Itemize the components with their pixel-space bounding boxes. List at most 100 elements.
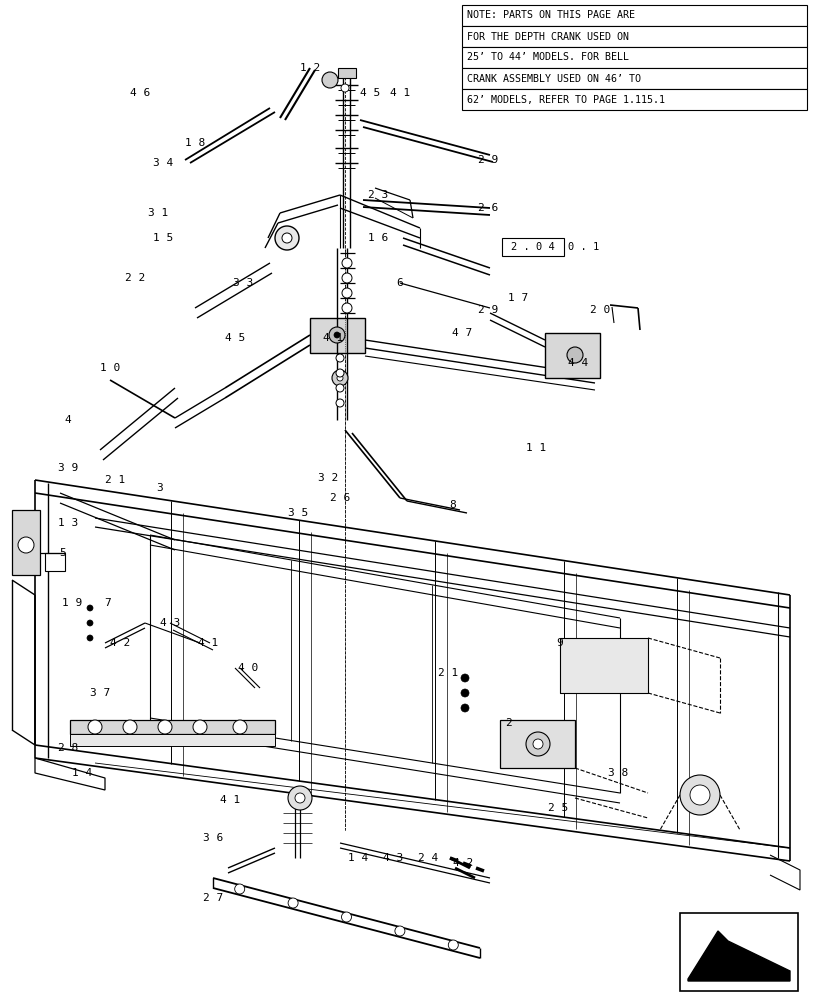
- Circle shape: [342, 258, 352, 268]
- Text: 4 5: 4 5: [225, 333, 245, 343]
- Text: 1 6: 1 6: [368, 233, 388, 243]
- Circle shape: [87, 620, 93, 626]
- Bar: [462, 89, 807, 110]
- Text: 1 5: 1 5: [153, 233, 173, 243]
- Bar: [310, 318, 365, 353]
- Text: 4 4: 4 4: [568, 358, 588, 368]
- Circle shape: [288, 898, 298, 908]
- Circle shape: [342, 303, 352, 313]
- Text: 1 4: 1 4: [72, 768, 92, 778]
- Text: 4: 4: [64, 415, 71, 425]
- Polygon shape: [688, 931, 790, 981]
- Text: 8: 8: [450, 500, 456, 510]
- Circle shape: [334, 332, 340, 338]
- Circle shape: [193, 720, 207, 734]
- Text: 4 3: 4 3: [160, 618, 180, 628]
- Bar: [45, 553, 65, 571]
- Circle shape: [526, 732, 550, 756]
- Circle shape: [123, 720, 137, 734]
- Circle shape: [680, 775, 720, 815]
- Text: 2 6: 2 6: [478, 203, 498, 213]
- Text: 1 8: 1 8: [185, 138, 205, 148]
- Text: 3 3: 3 3: [233, 278, 253, 288]
- Circle shape: [395, 926, 405, 936]
- Circle shape: [336, 384, 344, 392]
- Circle shape: [295, 793, 305, 803]
- Circle shape: [341, 84, 349, 92]
- Bar: [462, 47, 807, 68]
- Text: 0 . 1: 0 . 1: [568, 242, 599, 252]
- Text: NOTE: PARTS ON THIS PAGE ARE: NOTE: PARTS ON THIS PAGE ARE: [467, 10, 635, 20]
- Text: 4 7: 4 7: [452, 328, 472, 338]
- Text: 1 4: 1 4: [348, 853, 368, 863]
- Text: 6: 6: [397, 278, 403, 288]
- Text: 25’ TO 44’ MODELS. FOR BELL: 25’ TO 44’ MODELS. FOR BELL: [467, 52, 629, 62]
- Text: 2 2: 2 2: [125, 273, 145, 283]
- Text: 3 9: 3 9: [58, 463, 78, 473]
- Text: 3 5: 3 5: [288, 508, 308, 518]
- Text: 2 9: 2 9: [478, 155, 498, 165]
- Text: 1 1: 1 1: [526, 443, 546, 453]
- Bar: [560, 638, 648, 693]
- Circle shape: [336, 399, 344, 407]
- Text: 4 1: 4 1: [390, 88, 410, 98]
- Circle shape: [282, 233, 292, 243]
- Text: 3 7: 3 7: [90, 688, 110, 698]
- Circle shape: [461, 689, 469, 697]
- Circle shape: [332, 370, 348, 386]
- Circle shape: [336, 369, 344, 377]
- Bar: [680, 913, 798, 991]
- Text: 4 6: 4 6: [130, 88, 150, 98]
- Circle shape: [87, 605, 93, 611]
- Text: 2 3: 2 3: [368, 190, 388, 200]
- Circle shape: [158, 720, 172, 734]
- Text: 1 7: 1 7: [508, 293, 528, 303]
- Circle shape: [233, 720, 247, 734]
- Text: 1 0: 1 0: [100, 363, 120, 373]
- Circle shape: [322, 72, 338, 88]
- Circle shape: [288, 786, 312, 810]
- Text: 2 7: 2 7: [203, 893, 223, 903]
- Circle shape: [448, 940, 459, 950]
- Text: 2 0: 2 0: [590, 305, 610, 315]
- Bar: [462, 68, 807, 89]
- Bar: [462, 26, 807, 47]
- Text: 4 3: 4 3: [383, 853, 403, 863]
- Text: 5: 5: [60, 548, 66, 558]
- Text: 62’ MODELS, REFER TO PAGE 1.115.1: 62’ MODELS, REFER TO PAGE 1.115.1: [467, 95, 665, 104]
- Text: 1 3: 1 3: [58, 518, 78, 528]
- Text: 4 1: 4 1: [323, 333, 343, 343]
- Text: 4 1: 4 1: [220, 795, 240, 805]
- Circle shape: [337, 375, 343, 381]
- Text: 3 2: 3 2: [318, 473, 338, 483]
- Circle shape: [87, 635, 93, 641]
- Text: 2: 2: [504, 718, 512, 728]
- Text: 4 0: 4 0: [238, 663, 258, 673]
- Text: 2 1: 2 1: [105, 475, 125, 485]
- Circle shape: [690, 785, 710, 805]
- Text: 3 8: 3 8: [608, 768, 628, 778]
- Circle shape: [461, 674, 469, 682]
- Bar: [70, 720, 275, 734]
- Text: 2 9: 2 9: [478, 305, 498, 315]
- Text: 1 2: 1 2: [299, 63, 320, 73]
- Text: 4 5: 4 5: [360, 88, 380, 98]
- Bar: [500, 720, 575, 768]
- Bar: [545, 333, 600, 378]
- Circle shape: [235, 884, 245, 894]
- Text: 4 2: 4 2: [110, 638, 130, 648]
- Circle shape: [275, 226, 299, 250]
- Bar: [12, 510, 40, 575]
- Circle shape: [461, 704, 469, 712]
- Text: 7: 7: [104, 598, 111, 608]
- Text: 3 4: 3 4: [153, 158, 173, 168]
- Text: 2 1: 2 1: [438, 668, 458, 678]
- Bar: [502, 238, 564, 256]
- Text: 9: 9: [557, 638, 563, 648]
- Text: 3: 3: [157, 483, 163, 493]
- Circle shape: [18, 537, 34, 553]
- Circle shape: [342, 273, 352, 283]
- Bar: [70, 734, 275, 746]
- Text: 4 1: 4 1: [197, 638, 218, 648]
- Circle shape: [533, 739, 543, 749]
